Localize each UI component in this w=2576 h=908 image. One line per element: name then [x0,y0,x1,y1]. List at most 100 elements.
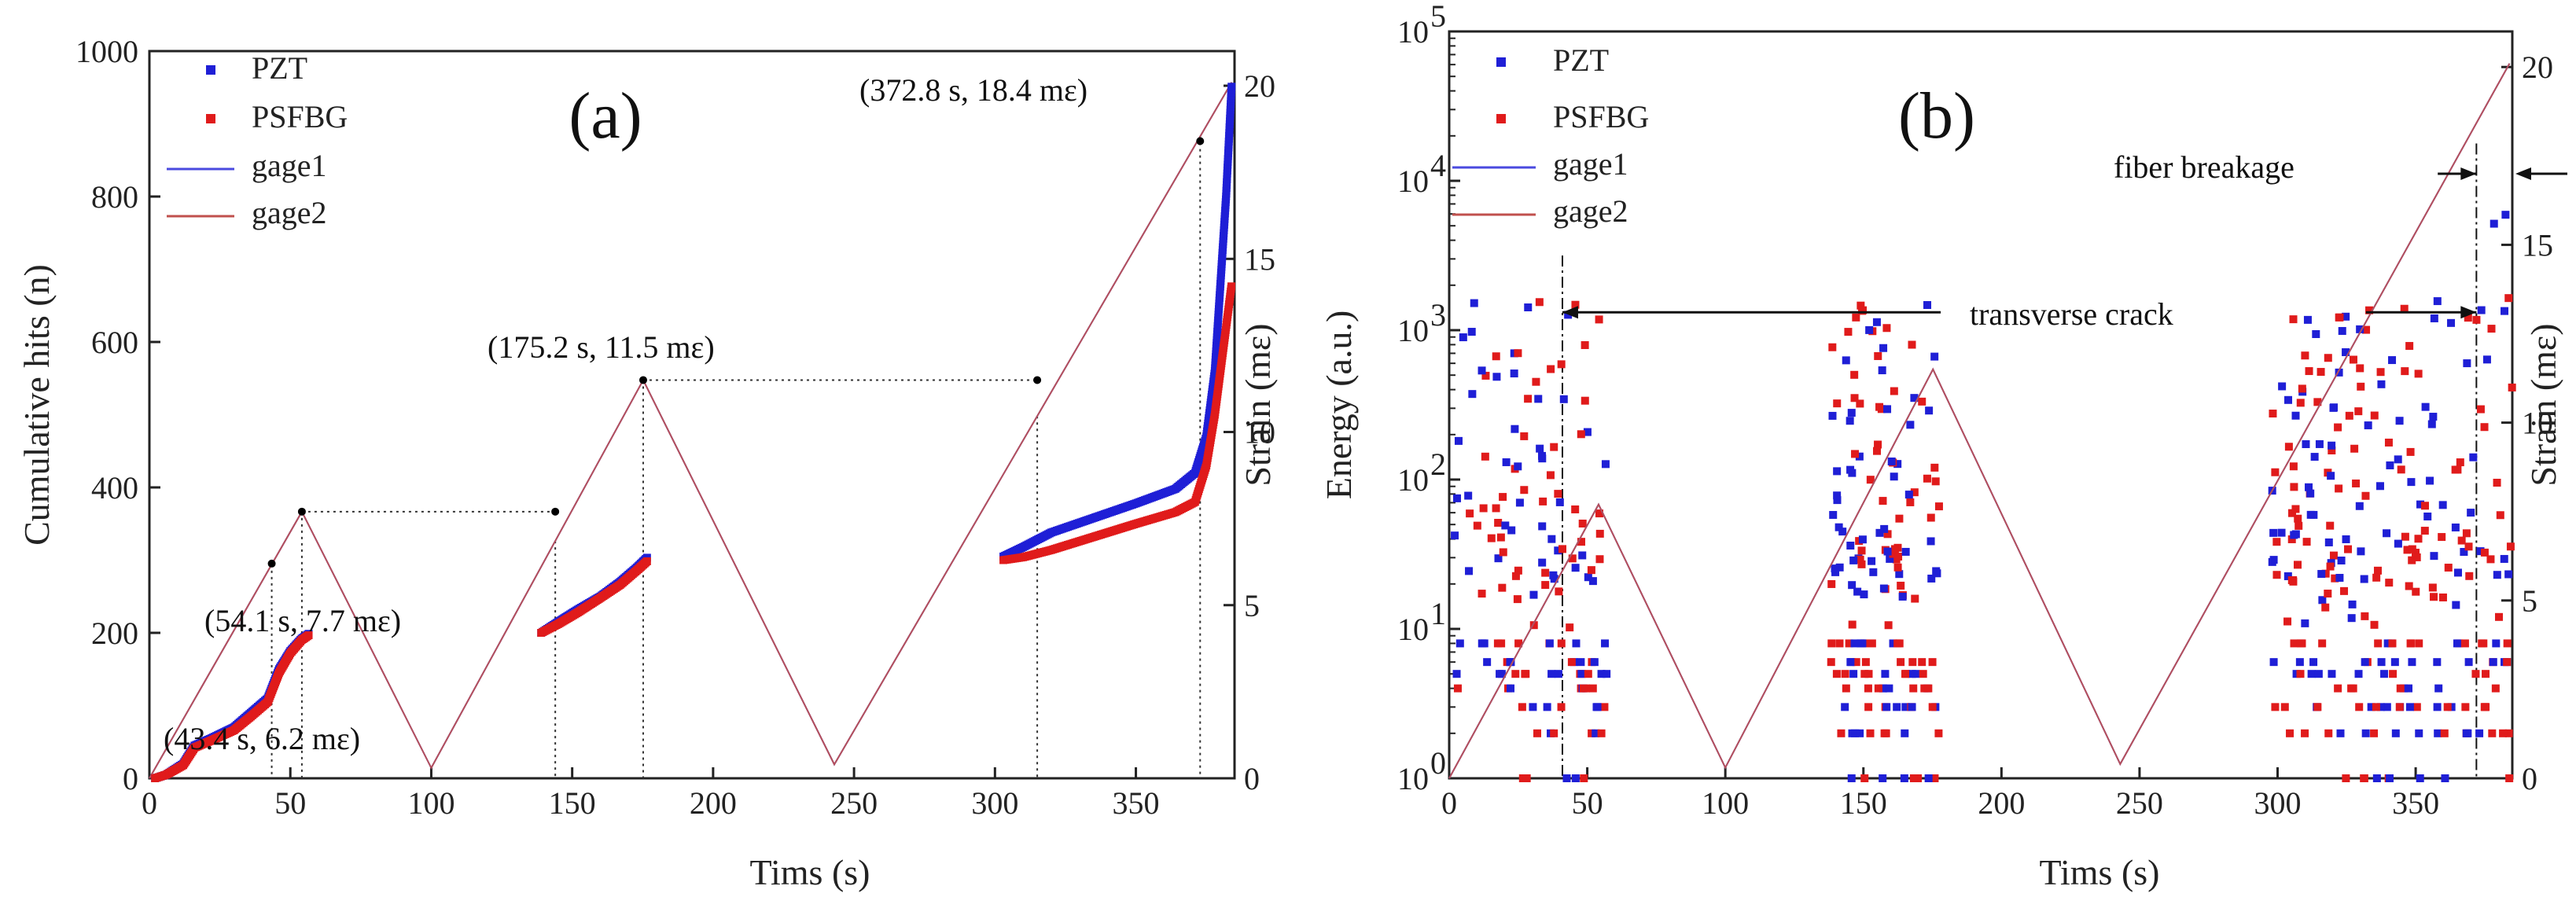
psfbg-point [2506,542,2515,551]
pzt-point [1555,498,1564,506]
psfbg-point [2457,536,2466,545]
pzt-point [2492,639,2501,648]
psfbg-point [1931,477,1940,486]
psfbg-point [2372,573,2381,582]
psfbg-point [1890,387,1898,395]
x-tick-label: 0 [1441,785,1457,821]
pzt-point [1597,670,1606,678]
pzt-point [1879,684,1887,693]
pzt-point [2277,528,2286,537]
psfbg-point [2271,468,2280,476]
pzt-point [1549,571,1558,579]
pzt-point [1930,352,1939,361]
pzt-point [2377,380,2386,388]
pzt-point [2386,461,2394,469]
psfbg-point [1845,639,1853,648]
pzt-point [1507,526,1516,535]
pzt-point [1904,491,1913,499]
psfbg-point [2415,639,2423,648]
psfbg-point [1856,399,1864,408]
psfbg-point [1557,703,1566,711]
psfbg-point [2405,342,2414,351]
psfbg-point [2283,617,2292,626]
panel-a-label: (a) [569,79,642,153]
psfbg-point [1535,298,1544,307]
psfbg-point [1841,670,1849,678]
pzt-point [1847,409,1856,417]
psfbg-point [1499,493,1507,502]
x-tick-label: 100 [407,785,454,821]
pzt-point [2482,355,2491,364]
psfbg-point [1835,639,1844,648]
psfbg-point [1852,658,1860,667]
psfbg-point [1857,560,1866,568]
psfbg-point [1897,658,1905,667]
psfbg-point [1514,349,1522,358]
pzt-point [2330,403,2339,412]
psfbg-point [1479,504,1488,513]
annotation-175-2: (175.2 s, 11.5 mε) [488,329,715,365]
y2-tick-label: 10 [2522,406,2553,441]
psfbg-point [1453,684,1462,693]
y2-tick-label: 20 [1244,68,1275,104]
pzt-point [2416,500,2425,509]
pzt-point [2375,482,2384,491]
pzt-point [2269,528,2278,537]
psfbg-point [1511,670,1520,678]
psfbg-point [1879,497,1887,505]
y2-tick-label: 15 [1244,241,1275,277]
psfbg-point [1496,533,1505,542]
psfbg-point [1844,328,1853,336]
pzt-point [1872,318,1881,326]
pzt-point [1583,428,1592,436]
psfbg-point [2349,684,2357,693]
pzt-point [2430,314,2438,322]
pzt-point [2405,684,2413,693]
psfbg-point [2370,411,2379,420]
psfbg-point [2324,590,2332,598]
psfbg-point [1595,555,1604,564]
pzt-point [2367,703,2375,711]
pzt-point [1901,729,1909,737]
pzt-point [2438,501,2447,509]
psfbg-point [1930,463,1939,472]
psfbg-point [2487,325,2496,333]
pzt-point [2315,439,2324,448]
annotation-54-1: (54.1 s, 7.7 mε) [204,603,401,638]
pzt-point [2434,729,2442,737]
psfbg-point [2384,438,2393,447]
pzt-point [1853,587,1862,596]
psfbg-point [1852,313,1860,322]
legend-psfbg-marker [206,114,215,123]
psfbg-point [2287,535,2296,543]
y-tick-label: 0 [123,761,138,796]
psfbg-point [2456,458,2464,467]
psfbg-point [1466,509,1474,518]
pzt-point [1838,528,1847,536]
psfbg-point [1906,498,1915,506]
pzt-point [2301,619,2309,627]
psfbg-point [1558,545,1566,553]
pzt-point [1847,774,1856,782]
psfbg-point [2401,532,2409,541]
psfbg-point [2420,527,2429,535]
pzt-point [1496,670,1504,678]
psfbg-point [1518,703,1526,711]
pzt-point [2391,729,2400,737]
psfbg-point [1850,370,1859,379]
pzt-point [1860,590,1868,599]
legend-pzt-label: PZT [1553,42,1609,78]
psfbg-point [2296,670,2305,678]
psfbg-point [1882,729,1890,737]
psfbg-point [1595,509,1603,518]
pzt-point [2489,658,2497,667]
pzt-point [2283,572,2292,580]
psfbg-point [1580,774,1588,782]
psfbg-point [2488,729,2497,737]
psfbg-point [1555,587,1563,596]
pzt-point [1900,774,1908,782]
psfbg-point [2376,368,2385,377]
pzt-point [1547,535,1556,543]
pzt-point [2278,382,2287,391]
pzt-point [1828,411,1837,420]
